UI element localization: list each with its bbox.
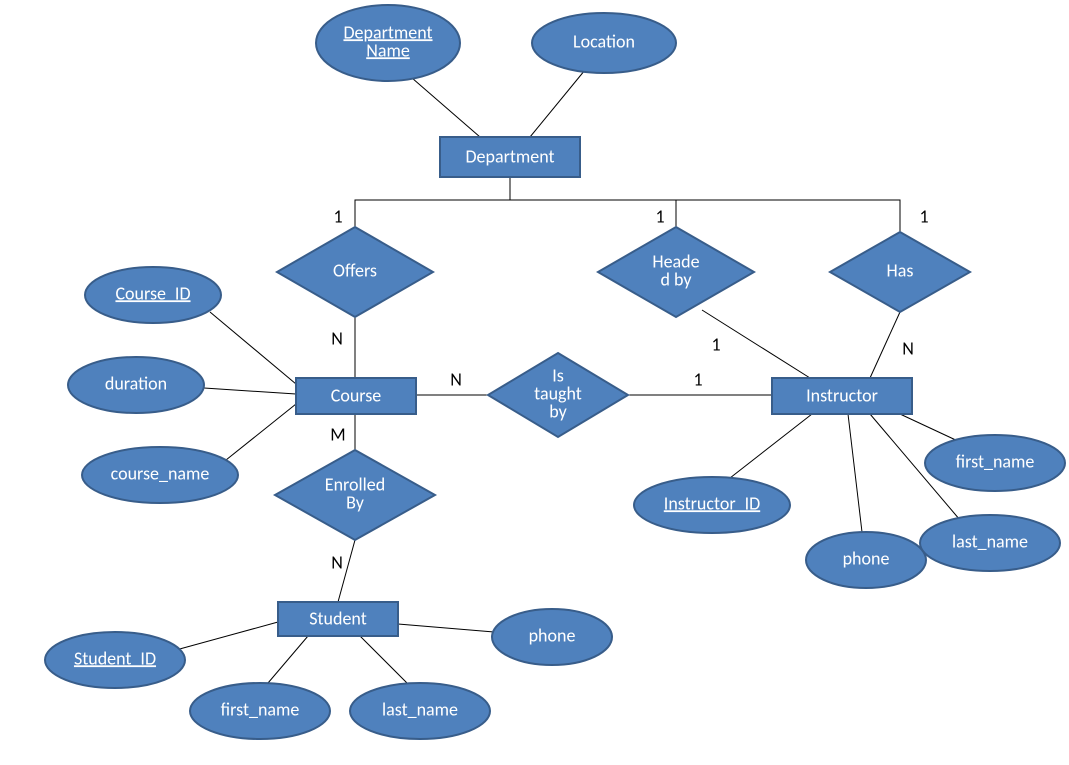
relationship-label: By [346,491,365,513]
attribute-stu_phone: phone [492,609,612,665]
relationship-enrolled_by: EnrolledBy [275,450,435,540]
attribute-label: last_name [952,530,1028,552]
edge-has-instructor [870,312,900,378]
entity-course: Course [296,378,416,414]
attribute-course_id: Course_ID [85,267,221,323]
er-diagram-canvas: 111N1NN1MNDepartmentNameLocationCourse_I… [0,0,1069,765]
attribute-label: phone [529,624,576,646]
entity-label: Department [465,145,554,167]
edge-instructor-inst_first [900,414,960,442]
edge-dept_name-department [412,78,480,137]
cardinality-label: N [331,327,343,349]
attribute-label: first_name [956,450,1035,472]
cardinality-label: 1 [655,205,664,227]
cardinality-label: 1 [693,368,702,390]
attribute-duration: duration [68,357,204,413]
attribute-dept_name: DepartmentName [316,5,460,81]
attribute-label: course_name [111,462,210,484]
cardinality-label: 1 [333,205,342,227]
attribute-label: first_name [221,698,300,720]
relationship-headed_by: Headed by [598,227,754,317]
edge-department-has [510,177,900,233]
attribute-course_name: course_name [82,447,238,503]
attribute-inst_last: last_name [920,515,1060,571]
edge-student-stu_last [360,636,408,684]
edge-duration-course [204,388,296,394]
relationship-label: Has [887,259,914,281]
attribute-student_id: Student_ID [45,632,185,688]
cardinality-label: N [450,368,462,390]
attribute-label: Course_ID [115,282,190,304]
cardinality-label: M [330,423,345,445]
attribute-stu_first: first_name [190,683,330,739]
relationship-offers: Offers [277,227,433,317]
entity-label: Course [331,384,382,406]
attribute-inst_phone: phone [806,532,926,588]
entity-label: Student [309,607,367,629]
edge-student-stu_first [268,636,308,683]
edge-student-student_id [176,622,278,650]
attribute-inst_first: first_name [925,435,1065,491]
edge-course_name-course [226,404,296,460]
attribute-location: Location [532,13,676,73]
attribute-label: Instructor_ID [664,492,760,514]
attribute-label: Student_ID [74,647,156,669]
entity-instructor: Instructor [772,378,912,414]
cardinality-label: N [902,337,914,359]
cardinality-label: N [331,551,343,573]
relationship-label: d by [660,268,692,290]
relationship-label: Offers [333,259,377,281]
entity-label: Instructor [806,384,878,406]
edge-department-offers [355,177,510,228]
attribute-label: phone [843,547,890,569]
edge-department-headed_by [510,177,676,228]
attribute-label: Name [366,39,410,61]
attribute-stu_last: last_name [350,683,490,739]
edge-student-stu_phone [398,624,494,632]
cardinality-label: 1 [919,205,928,227]
relationship-has: Has [830,232,970,312]
attribute-label: last_name [382,698,458,720]
attribute-label: Location [573,30,635,52]
edge-instructor-inst_phone [848,414,862,532]
edge-course_id-course [210,312,296,384]
entity-student: Student [278,602,398,636]
cardinality-label: 1 [711,333,720,355]
relationship-label: by [549,400,567,422]
relationship-is_taught_by: Istaughtby [488,353,628,437]
entity-department: Department [440,137,580,177]
attribute-label: duration [105,372,167,394]
attribute-instructor_id: Instructor_ID [634,477,790,533]
edge-location-department [530,70,585,137]
edge-instructor-instructor_id [730,414,812,478]
